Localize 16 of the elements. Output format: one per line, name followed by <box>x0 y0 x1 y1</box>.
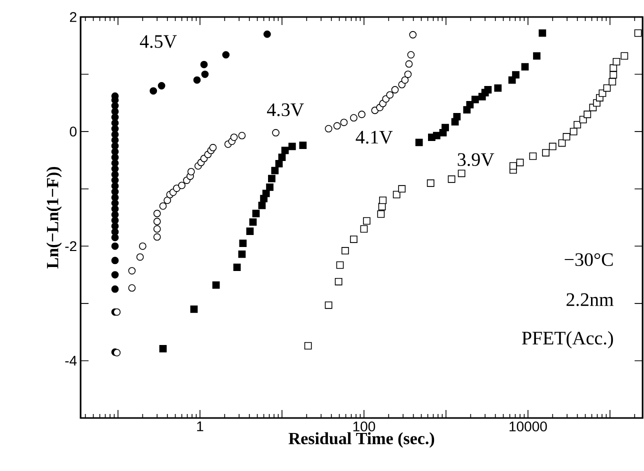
x-tick-label: 100 <box>353 422 376 432</box>
legend-label: 4.5V <box>140 35 177 48</box>
y-tick-label: -2 <box>65 241 76 252</box>
series-label: 4.1V <box>356 130 393 144</box>
x-tick-label: 1 <box>197 422 204 432</box>
y-tick-label: 0 <box>70 126 77 137</box>
series-label: 3.9V <box>458 153 494 166</box>
annotation: PFET(Acc.) <box>522 331 613 348</box>
annotation: −30°C <box>564 253 613 266</box>
y-tick-label: -4 <box>65 356 77 366</box>
x-tick-label: 10000 <box>510 422 547 432</box>
x-axis-title: Residual Time (sec.) <box>288 432 434 448</box>
series-label: 4.3V <box>267 103 304 116</box>
y-tick-label: 2 <box>70 12 76 22</box>
y-axis-title: Ln(−Ln(1−F)) <box>46 166 62 268</box>
annotation: 2.2nm <box>566 293 614 306</box>
